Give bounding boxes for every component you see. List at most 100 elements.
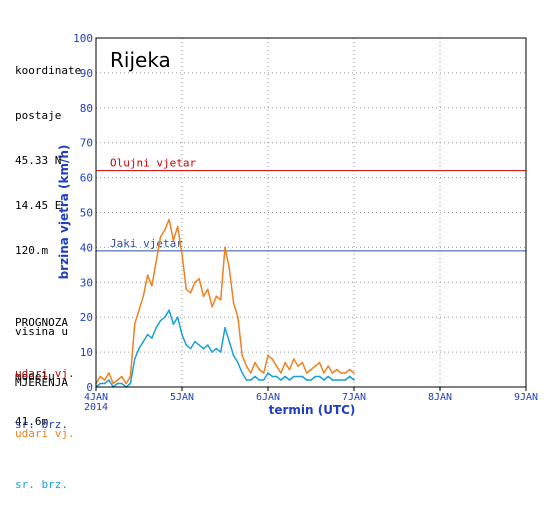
y-axis-label: brzina vjetra (km/h): [57, 145, 71, 280]
station-lat: 45.33 N: [15, 154, 62, 167]
data-point: [164, 229, 166, 231]
chart-grid: [96, 38, 526, 387]
data-point: [129, 382, 132, 385]
threshold-lines: Olujni vjetar Jaki vjetar: [96, 157, 526, 252]
x-tick-label: 9JAN: [514, 392, 538, 403]
data-point: [314, 365, 317, 367]
data-point: [202, 347, 205, 350]
data-point: [331, 372, 334, 374]
model-label-2: modelu: [15, 370, 55, 383]
x-tick-label: 7JAN: [342, 392, 366, 403]
data-point: [181, 253, 183, 256]
data-point: [133, 358, 136, 360]
data-point: [116, 379, 119, 381]
data-point: [237, 316, 239, 319]
data-point: [116, 382, 119, 385]
x-tick-sublabel: 2014: [84, 402, 108, 413]
y-tick-label: 20: [80, 311, 93, 324]
data-point: [232, 354, 235, 357]
data-point: [99, 375, 102, 378]
legend-measured-gust: udari vj.: [15, 427, 75, 440]
data-point: [228, 340, 231, 343]
data-point: [237, 361, 239, 364]
data-point: [262, 372, 265, 374]
data-point: [280, 372, 282, 374]
data-point: [301, 375, 304, 378]
data-point: [327, 375, 330, 378]
data-point: [353, 372, 355, 374]
data-point: [241, 354, 243, 357]
data-point: [125, 382, 127, 385]
plot-frame: [95, 37, 527, 388]
legend-forecast-gust: udari vj.: [15, 367, 75, 380]
data-point: [250, 379, 252, 381]
y-tick-label: 0: [86, 381, 93, 394]
x-axis-label: termin (UTC): [269, 403, 356, 417]
data-point: [103, 379, 106, 381]
data-point: [168, 218, 170, 221]
data-point: [189, 292, 192, 294]
station-elevation: 120.m: [15, 244, 49, 257]
series-lines: [95, 218, 355, 388]
data-point: [172, 239, 175, 242]
data-point: [146, 274, 149, 277]
data-point: [172, 323, 175, 326]
data-point: [271, 375, 274, 378]
data-point: [275, 375, 278, 378]
data-point: [262, 379, 265, 381]
x-tick-label: 5JAN: [170, 392, 194, 403]
data-point: [121, 375, 123, 378]
threshold-label: Olujni vjetar: [110, 157, 196, 170]
data-point: [215, 347, 218, 350]
data-point: [340, 372, 342, 374]
data-point: [318, 361, 321, 364]
coords-label-2: postaje: [15, 109, 62, 122]
data-point: [250, 372, 252, 374]
data-point: [331, 379, 334, 381]
data-point: [185, 288, 188, 291]
data-point: [108, 372, 110, 374]
data-point: [99, 382, 102, 385]
data-point: [138, 309, 140, 312]
y-tick-label: 40: [80, 241, 93, 254]
model-label-1: visina u: [15, 325, 68, 338]
y-tick-label: 10: [80, 346, 93, 359]
data-point: [138, 347, 140, 350]
data-point: [284, 361, 287, 364]
data-point: [224, 326, 226, 329]
data-point: [151, 337, 153, 339]
data-point: [305, 372, 308, 374]
data-point: [301, 361, 304, 364]
data-point: [353, 379, 355, 381]
legend-measured: MJERENJA udari vj. sr. brz.: [15, 340, 75, 510]
legend-measured-mean: sr. brz.: [15, 478, 68, 491]
data-point: [164, 316, 166, 319]
y-tick-label: 50: [80, 207, 93, 220]
data-point: [293, 375, 295, 378]
data-point: [198, 344, 200, 346]
data-point: [297, 375, 299, 378]
data-point: [142, 340, 145, 343]
data-point: [336, 379, 338, 381]
y-tick-label: 90: [80, 67, 93, 80]
data-point: [133, 323, 136, 326]
data-point: [211, 351, 213, 353]
data-point: [155, 260, 157, 263]
data-point: [129, 375, 132, 378]
data-point: [232, 302, 235, 305]
data-point: [121, 382, 123, 385]
data-point: [168, 309, 170, 312]
chart-title: Rijeka: [110, 48, 171, 72]
x-tick-label: 4JAN: [84, 392, 108, 403]
data-point: [314, 375, 317, 378]
y-axis-ticks: 0 10 20 30 40 50 60 70 80 90 100: [73, 32, 93, 394]
data-point: [258, 368, 261, 371]
data-point: [284, 375, 287, 378]
data-point: [151, 285, 153, 287]
data-point: [340, 379, 342, 381]
data-point: [348, 375, 351, 378]
data-point: [198, 278, 200, 280]
data-point: [336, 368, 338, 371]
data-point: [219, 299, 222, 301]
